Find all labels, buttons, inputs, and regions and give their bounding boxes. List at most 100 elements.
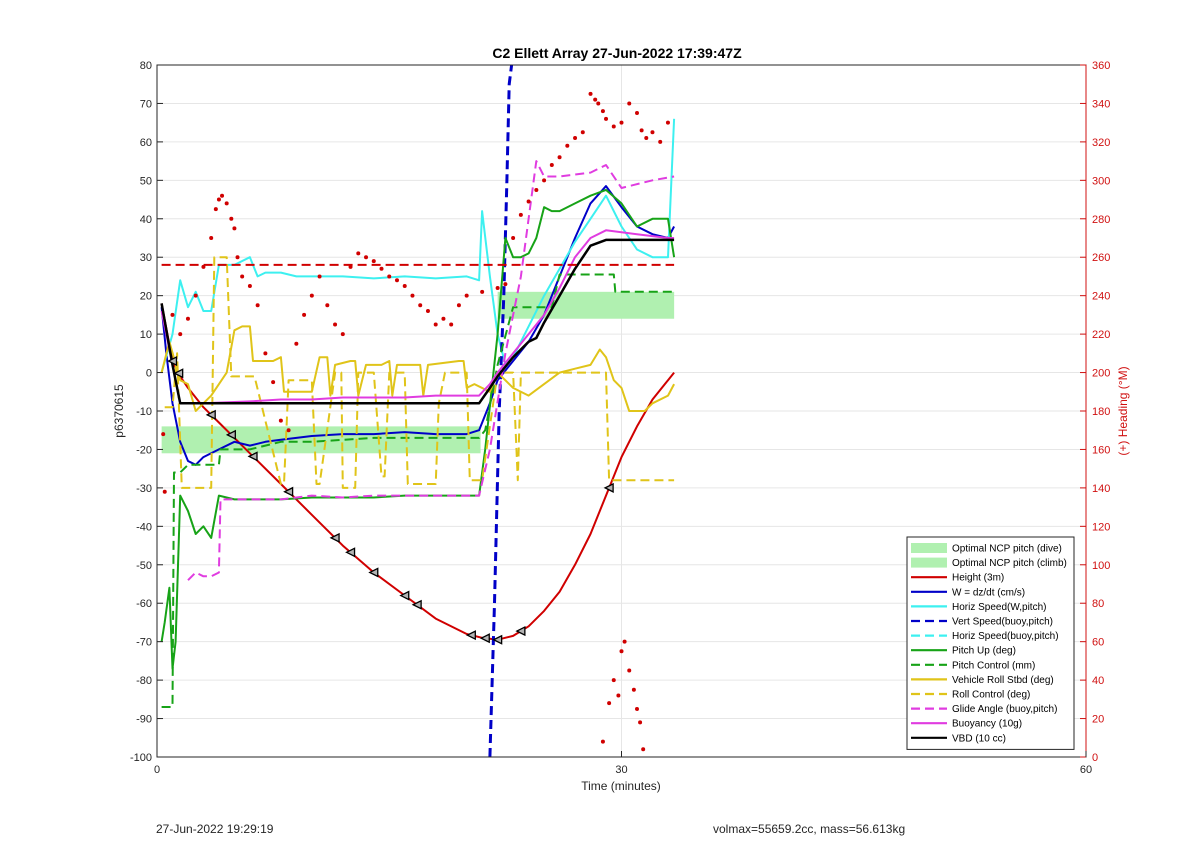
heading-point: [518, 212, 523, 217]
legend-label: Glide Angle (buoy,pitch): [952, 704, 1057, 715]
y-tick-label: 80: [140, 60, 152, 72]
height-marker: [465, 630, 476, 641]
heading-point: [240, 274, 245, 279]
series-heading: [161, 91, 670, 752]
heading-point: [619, 120, 624, 125]
legend-label: Roll Control (deg): [952, 690, 1030, 701]
y-tick-label: 60: [140, 137, 152, 149]
heading-point: [229, 216, 234, 221]
height-marker: [345, 547, 356, 558]
heading-point: [634, 706, 639, 711]
heading-point: [622, 639, 627, 644]
heading-point: [588, 91, 593, 96]
height-marker: [283, 486, 294, 497]
y-right-tick-label: 300: [1092, 175, 1110, 187]
legend-label: W = dz/dt (cm/s): [952, 587, 1025, 598]
heading-point: [534, 187, 539, 192]
heading-point: [286, 428, 291, 433]
y-tick-label: -20: [136, 444, 152, 456]
footer-timestamp: 27-Jun-2022 19:29:19: [156, 822, 274, 836]
heading-point: [650, 130, 655, 135]
height-marker: [411, 599, 422, 610]
heading-point: [638, 720, 643, 725]
heading-point: [565, 143, 570, 148]
y-tick-label: -50: [136, 560, 152, 572]
heading-point: [271, 380, 276, 385]
heading-point: [170, 312, 175, 317]
heading-point: [340, 332, 345, 337]
heading-point: [611, 678, 616, 683]
height-marker: [515, 626, 526, 637]
heading-point: [263, 351, 268, 356]
heading-point: [627, 668, 632, 673]
heading-point: [607, 701, 612, 706]
y-right-tick-label: 340: [1092, 98, 1110, 110]
legend-label: Buoyancy (10g): [952, 719, 1022, 730]
ncp-pitch-patches: [161, 291, 675, 454]
x-tick-label: 60: [1080, 764, 1092, 776]
heading-point: [641, 747, 646, 752]
legend-label: Horiz Speed(W,pitch): [952, 602, 1046, 613]
heading-point: [402, 284, 407, 289]
heading-point: [634, 111, 639, 116]
heading-point: [557, 155, 562, 160]
y-right-tick-label: 20: [1092, 714, 1104, 726]
heading-point: [162, 489, 167, 494]
patch-optimal-ncp-pitch-dive: [161, 426, 481, 454]
height-marker: [329, 532, 340, 543]
heading-point: [379, 266, 384, 271]
legend-label: Optimal NCP pitch (dive): [952, 544, 1062, 555]
heading-point: [449, 322, 454, 327]
heading-point: [185, 316, 190, 321]
heading-point: [600, 739, 605, 744]
height-marker: [225, 429, 236, 440]
y-tick-label: -90: [136, 714, 152, 726]
heading-point: [178, 332, 183, 337]
heading-point: [235, 255, 240, 260]
legend: Optimal NCP pitch (dive) Optimal NCP pitc…: [906, 536, 1075, 750]
legend-label: Pitch Control (mm): [952, 660, 1035, 671]
heading-point: [255, 303, 260, 308]
y-right-tick-label: 360: [1092, 60, 1110, 72]
heading-point: [441, 316, 446, 321]
patch-optimal-ncp-pitch-climb: [497, 291, 675, 319]
heading-point: [580, 130, 585, 135]
series-vert-speed-buoy-pitch: [488, 64, 514, 758]
heading-point: [224, 201, 229, 206]
chart-title: C2 Ellett Array 27-Jun-2022 17:39:47Z: [492, 45, 742, 61]
heading-point: [371, 259, 376, 264]
heading-point: [220, 193, 225, 198]
series-buoyancy-10g: [160, 229, 675, 405]
y-tick-label: 40: [140, 214, 152, 226]
y-right-tick-label: 180: [1092, 406, 1110, 418]
y-tick-label: -30: [136, 483, 152, 495]
y-tick-label: 0: [146, 368, 152, 380]
heading-point: [333, 322, 338, 327]
legend-swatch: [911, 557, 947, 568]
height-marker: [479, 633, 490, 644]
y-right-tick-label: 60: [1092, 637, 1104, 649]
y-axis-label-left: p6370615: [112, 384, 126, 438]
heading-point: [418, 303, 423, 308]
height-marker: [368, 567, 379, 578]
legend-label: Optimal NCP pitch (climb): [952, 558, 1067, 569]
y-tick-label: 30: [140, 252, 152, 264]
heading-point: [542, 178, 547, 183]
y-tick-label: -100: [130, 752, 152, 764]
y-right-tick-label: 260: [1092, 252, 1110, 264]
heading-point: [456, 303, 461, 308]
series-vehicle-roll-stbd-deg: [160, 325, 675, 412]
heading-point: [356, 251, 361, 256]
heading-point: [619, 649, 624, 654]
series-horiz-speed-w-pitch: [160, 118, 676, 373]
series-roll-control-deg: [164, 256, 675, 489]
heading-point: [425, 309, 430, 314]
heading-point: [593, 97, 598, 102]
y-right-tick-label: 120: [1092, 521, 1110, 533]
heading-point: [232, 226, 237, 231]
heading-point: [495, 285, 500, 290]
heading-point: [213, 207, 218, 212]
legend-label: Pitch Up (deg): [952, 646, 1016, 657]
heading-point: [410, 293, 415, 298]
